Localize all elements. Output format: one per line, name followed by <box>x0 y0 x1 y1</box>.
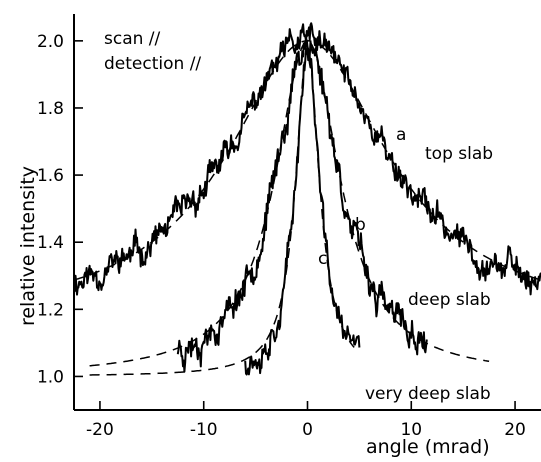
x-tick-label: -10 <box>190 420 218 440</box>
axes-layer: 1.0 1.2 1.4 1.6 1.8 2.0 -20 -10 0 10 20 <box>37 14 541 440</box>
y-tick-label: 1.0 <box>37 367 64 387</box>
x-axis-title: angle (mrad) <box>366 436 490 458</box>
x-tick-label: -20 <box>86 420 114 440</box>
measured-trace-b <box>176 39 428 373</box>
series-letter-b: b <box>355 215 366 235</box>
curves-layer <box>73 22 541 376</box>
y-tick-label: 2.0 <box>37 32 64 52</box>
y-tick-label: 1.2 <box>37 300 64 320</box>
y-axis-title: relative intensity <box>17 166 39 326</box>
series-letter-c: c <box>318 249 327 269</box>
measured-trace-c <box>244 48 361 376</box>
series-name-a: top slab <box>425 144 493 164</box>
x-tick-label: 0 <box>302 420 313 440</box>
measured-trace-a <box>73 22 541 296</box>
y-tick-label: 1.4 <box>37 233 64 253</box>
labels-layer: scan // detection // angle (mrad) relati… <box>17 29 493 458</box>
x-tick-label: 20 <box>504 420 526 440</box>
annotation-scan: scan // <box>104 29 161 49</box>
y-tick-label: 1.6 <box>37 166 64 186</box>
x-tick-label: 10 <box>400 420 422 440</box>
series-name-c: very deep slab <box>365 384 491 404</box>
annotation-detection: detection // <box>104 54 201 74</box>
y-tick-label: 1.8 <box>37 99 64 119</box>
series-letter-a: a <box>396 125 406 145</box>
series-name-b: deep slab <box>408 290 491 310</box>
